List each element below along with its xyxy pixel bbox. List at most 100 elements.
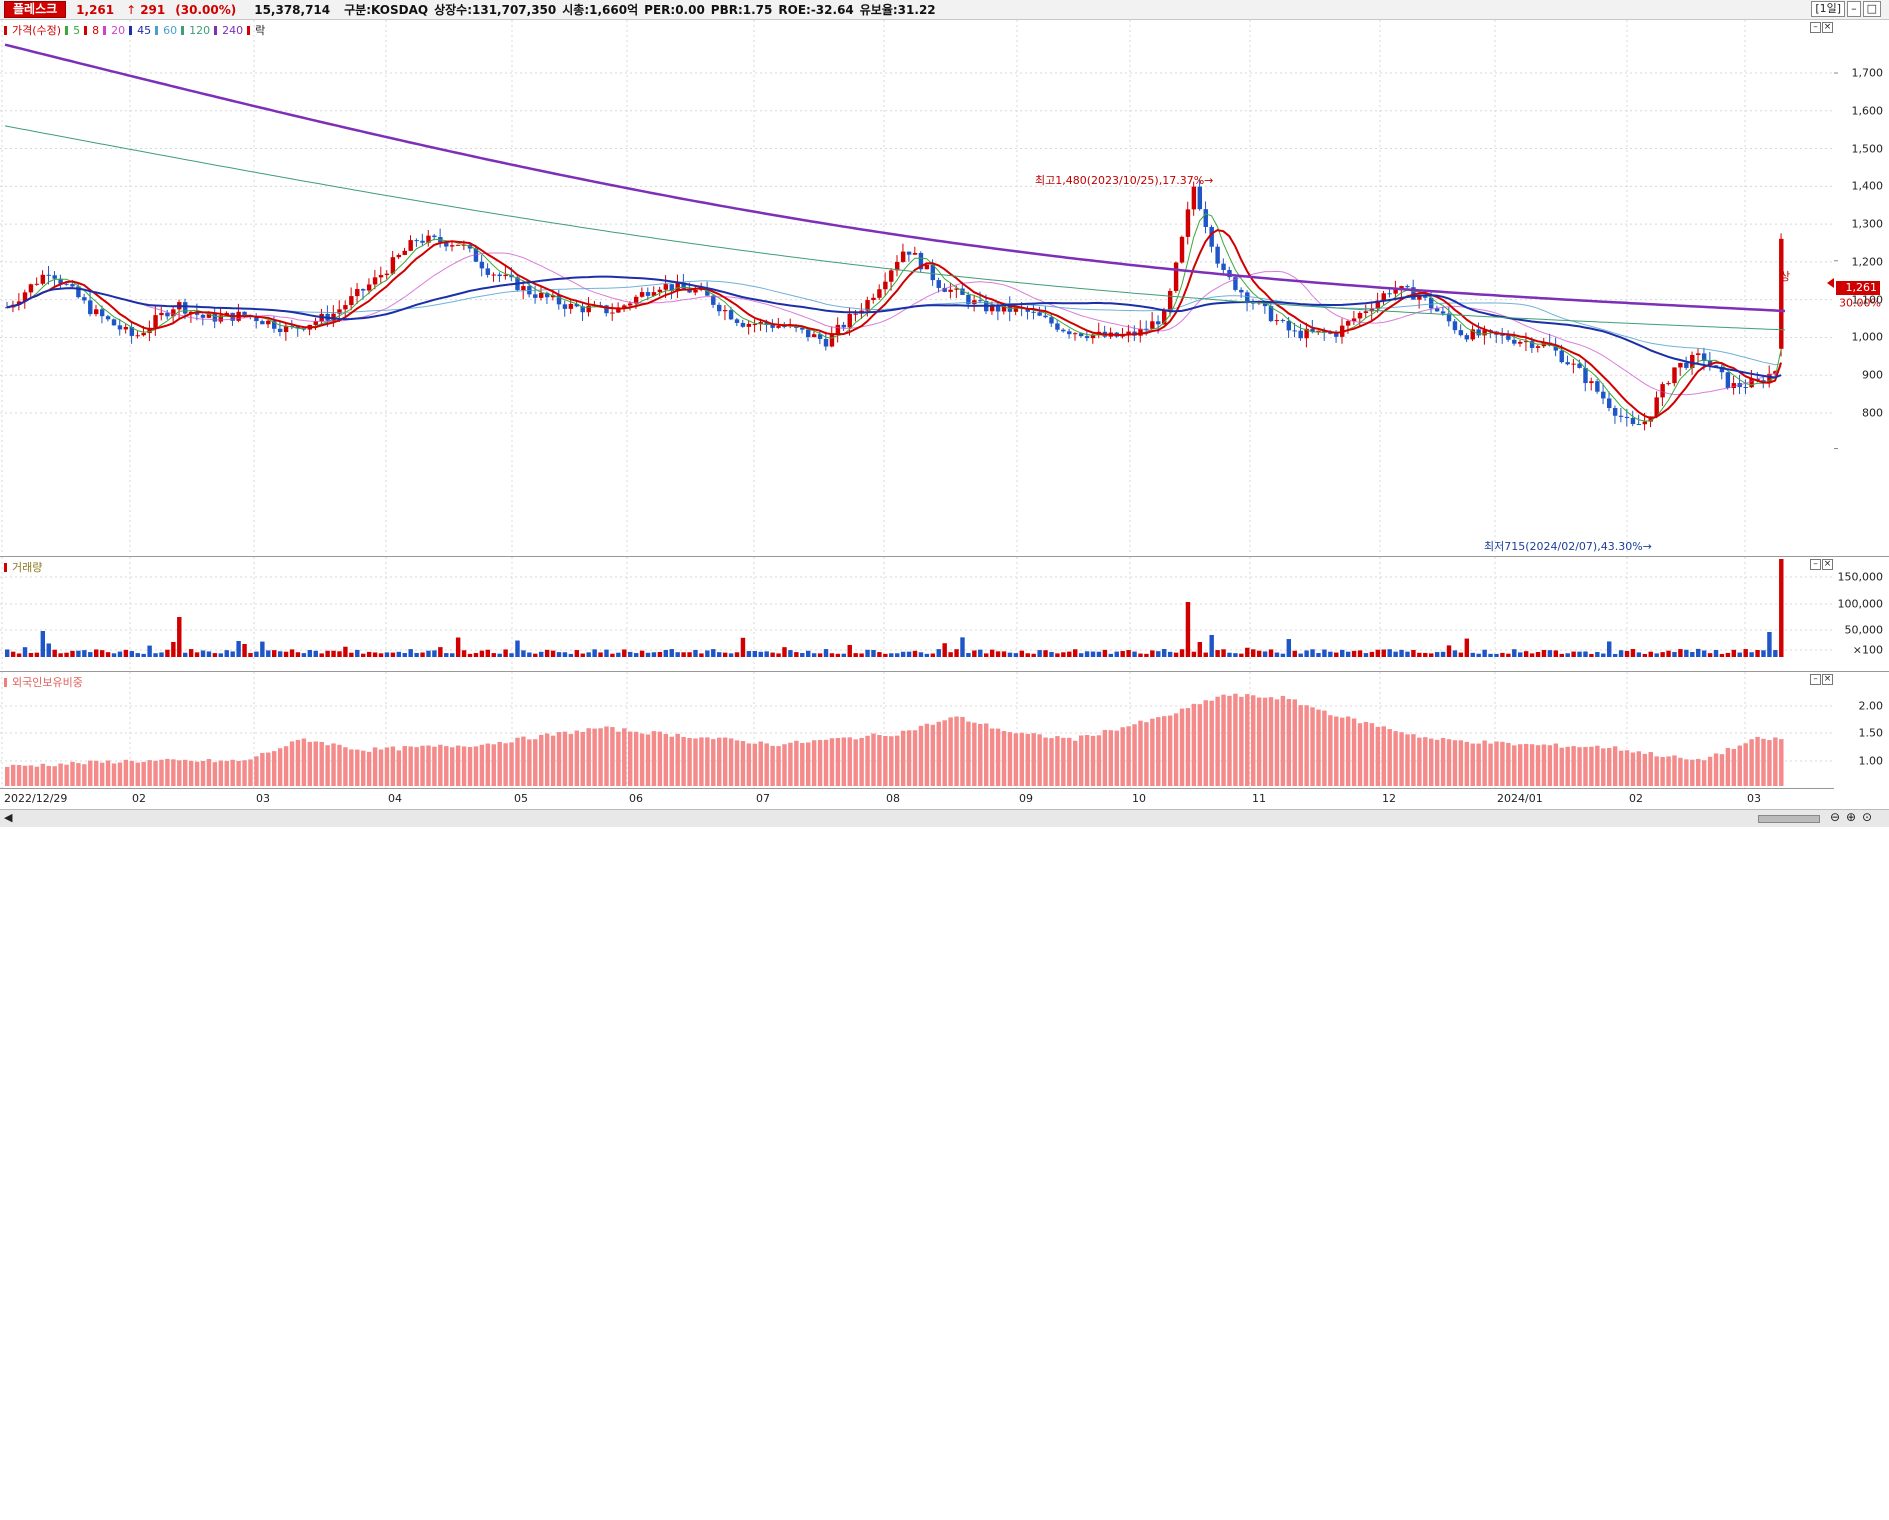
foreign-bar	[82, 764, 87, 786]
candle-body	[705, 288, 710, 296]
candle-body	[1719, 366, 1725, 373]
zoom-in-icon[interactable]: ⊕	[1846, 810, 1857, 824]
candle-body	[800, 327, 805, 330]
candle-body	[1500, 334, 1505, 336]
volume-bar	[497, 653, 502, 657]
volume-bar	[1547, 650, 1553, 657]
volume-bar	[165, 649, 170, 657]
x-axis-label: 04	[388, 792, 402, 805]
foreign-ownership-pane[interactable]: 외국인보유비중 – ×	[0, 671, 1835, 788]
period-button[interactable]: [1일]	[1811, 1, 1846, 17]
foreign-bar	[1144, 722, 1149, 786]
zoom-out-icon[interactable]: ⊖	[1830, 810, 1841, 824]
foreign-bar	[918, 725, 924, 786]
foreign-bar	[841, 737, 847, 786]
volume-bar	[70, 650, 75, 657]
volume-bar	[1666, 650, 1671, 657]
volume-bar	[1120, 651, 1125, 657]
foreign-bar	[461, 746, 467, 786]
volume-bar	[390, 652, 396, 657]
volume-bar	[28, 652, 34, 657]
foreign-bar	[1108, 730, 1114, 786]
pane-close-icon[interactable]: ×	[1822, 22, 1833, 33]
zoom-reset-icon[interactable]: ⊙	[1862, 810, 1873, 824]
volume-bar	[1215, 650, 1220, 657]
volume-bar	[889, 653, 894, 657]
volume-bar	[1239, 653, 1244, 657]
foreign-bar	[628, 731, 633, 786]
minimize-button[interactable]: –	[1847, 1, 1861, 17]
candle-body	[16, 301, 22, 305]
candle-body	[1707, 360, 1713, 366]
candle-body	[1067, 331, 1072, 335]
volume-bar	[859, 653, 864, 657]
scroll-left-icon[interactable]: ◀	[4, 811, 13, 824]
foreign-bar	[5, 766, 10, 786]
candle-body	[1672, 367, 1677, 384]
foreign-bar	[521, 736, 526, 786]
volume-bar	[1055, 653, 1060, 657]
volume-bar	[1494, 653, 1499, 657]
foreign-bar	[438, 744, 443, 786]
foreign-bar	[1298, 705, 1303, 786]
foreign-bar	[989, 728, 995, 786]
foreign-bar	[1162, 716, 1167, 786]
foreign-bar	[1316, 709, 1321, 786]
volume-bar	[1624, 650, 1630, 657]
candle-body	[1779, 238, 1784, 349]
volume-bar	[794, 652, 799, 657]
foreign-bar	[248, 759, 253, 786]
volume-bar	[1541, 649, 1547, 657]
price-axis-label: 1,600	[1851, 104, 1884, 118]
foreign-bar	[188, 760, 194, 786]
current-pct-label: 30.00%	[1839, 296, 1881, 310]
foreign-bar	[349, 749, 354, 786]
price-chart-pane[interactable]: 가격(수정) 5 8 20 45 60 120 240 락 – × 최고1,48…	[0, 20, 1835, 555]
volume-pane-minimize-icon[interactable]: –	[1810, 559, 1821, 570]
candle-body	[1476, 329, 1481, 336]
volume-bar	[111, 653, 117, 657]
volume-bar	[503, 649, 508, 657]
candle-body	[835, 324, 841, 334]
stock-name-label[interactable]: 플레스크	[4, 1, 67, 18]
maximize-button[interactable]: □	[1862, 1, 1881, 17]
foreign-bar	[159, 759, 164, 786]
candle-body	[1274, 320, 1280, 322]
chart-scrollbar[interactable]: ◀ ⊖ ⊕ ⊙	[0, 809, 1889, 827]
candle-body	[740, 322, 746, 327]
foreign-bar	[645, 734, 651, 786]
candle-body	[206, 313, 212, 318]
volume-bar	[22, 647, 28, 657]
volume-bar	[1577, 651, 1582, 657]
volume-chart-pane[interactable]: 거래량 – ×	[0, 556, 1835, 671]
candle-body	[948, 289, 953, 292]
candle-body	[936, 280, 941, 288]
volume-bar	[1719, 653, 1725, 657]
pane-minimize-icon[interactable]: –	[1810, 22, 1821, 33]
candle-body	[924, 264, 930, 270]
volume-bar	[669, 649, 674, 657]
candle-body	[1725, 372, 1731, 389]
foreign-bar	[111, 763, 117, 786]
ma8-line	[6, 229, 1783, 420]
volume-bar	[289, 649, 295, 657]
legend-marker	[4, 25, 7, 35]
candle-body	[34, 283, 40, 285]
zoom-slider[interactable]	[1758, 815, 1820, 823]
volume-pane-close-icon[interactable]: ×	[1822, 559, 1833, 570]
foreign-pane-minimize-icon[interactable]: –	[1810, 674, 1821, 685]
candle-body	[1227, 269, 1232, 278]
candle-body	[58, 278, 63, 284]
candle-body	[1767, 373, 1772, 384]
candle-body	[277, 328, 283, 333]
foreign-bar	[1494, 741, 1499, 786]
foreign-bar	[1452, 740, 1458, 786]
volume-axis-label: ×100	[1852, 643, 1883, 657]
foreign-pane-close-icon[interactable]: ×	[1822, 674, 1833, 685]
candle-body	[877, 289, 882, 298]
volume-bar	[942, 643, 947, 657]
volume-bar	[5, 649, 10, 657]
foreign-bar	[871, 733, 876, 786]
foreign-bar	[663, 733, 669, 786]
volume-bar	[883, 653, 888, 657]
